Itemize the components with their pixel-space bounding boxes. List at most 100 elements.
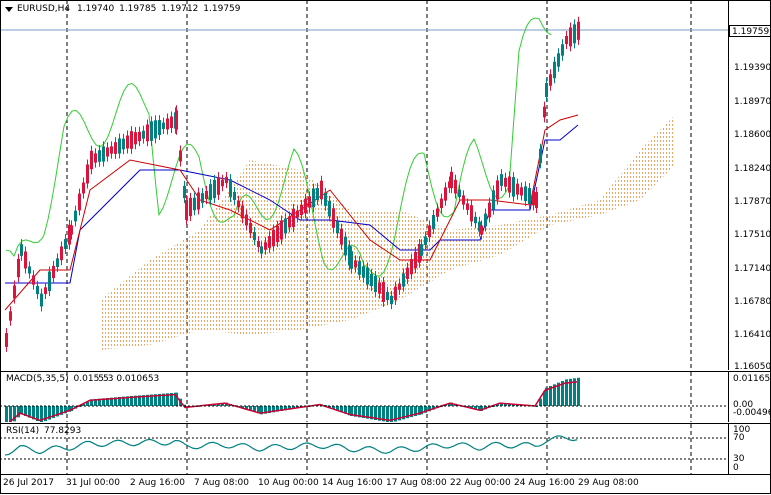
macd-chart[interactable]	[0, 372, 728, 422]
candle-body	[557, 53, 560, 67]
macd-bar	[32, 406, 35, 420]
candle-body	[577, 21, 580, 40]
macd-bar	[420, 406, 423, 415]
macd-bar	[340, 406, 343, 413]
candle-body	[24, 251, 27, 269]
candle-body	[189, 197, 192, 217]
candle-body	[5, 333, 8, 347]
candle-body	[462, 195, 465, 205]
candle-body	[539, 148, 542, 164]
ichimoku-cloud	[100, 115, 675, 350]
candle-body	[535, 192, 538, 208]
candle-body	[209, 184, 212, 200]
open-price: 1.19740	[77, 4, 115, 14]
time-axis[interactable]: 26 Jul 2017 31 Jul 00:00 2 Aug 16:00 7 A…	[0, 474, 771, 495]
macd-bar	[545, 387, 548, 406]
candle-body	[350, 251, 353, 269]
candle-body	[402, 273, 405, 287]
price-axis-label: 1.19390	[734, 63, 771, 73]
macd-bar	[565, 379, 568, 406]
macd-bar	[390, 406, 393, 422]
macd-bar	[158, 393, 161, 406]
macd-bar	[175, 392, 178, 406]
price-chart[interactable]	[0, 0, 728, 370]
candle-body	[40, 293, 43, 307]
candle-body	[237, 200, 240, 208]
macd-bar	[20, 406, 23, 415]
macd-bar	[13, 406, 16, 422]
macd-bar	[110, 397, 113, 406]
macd-bar	[280, 406, 283, 411]
candle-body	[179, 150, 182, 162]
candle-body	[28, 266, 31, 274]
rsi-pane[interactable]: RSI(14) 77.8293	[0, 423, 728, 475]
candle-body	[78, 193, 81, 211]
rsi-line	[4, 435, 578, 456]
macd-bar	[450, 402, 453, 406]
candle-body	[362, 266, 365, 278]
rsi-axis[interactable]: 100 70 30 0	[728, 423, 771, 475]
candle-body	[320, 180, 323, 200]
macd-bar	[292, 406, 295, 409]
macd-bar	[130, 396, 133, 406]
macd-pane[interactable]: MACD(5,35,5) 0.015553 0.010653	[0, 371, 728, 422]
macd-value: 0.01	[73, 374, 94, 384]
candle-body	[390, 295, 393, 305]
macd-axis[interactable]: 0.011652 0.00 -0.004967	[728, 371, 771, 422]
macd-bar	[138, 395, 141, 406]
price-axis-label: 1.18240	[734, 164, 771, 174]
rsi-chart[interactable]	[0, 424, 728, 475]
candle-body	[444, 187, 447, 201]
macd-bar	[362, 406, 365, 418]
candle-body	[276, 225, 279, 243]
candle-body	[175, 110, 178, 130]
macd-bar	[52, 406, 55, 418]
time-axis-label: 22 Aug 00:00	[450, 478, 511, 488]
candle-body	[158, 120, 161, 136]
price-axis-label: 1.17510	[734, 230, 771, 240]
macd-bar	[9, 406, 12, 422]
candle-body	[340, 228, 343, 245]
macd-name: MACD(5,35,5)	[6, 374, 69, 384]
candle-body	[394, 286, 397, 301]
price-axis-label: 1.17140	[734, 264, 771, 274]
macd-bar	[150, 394, 153, 406]
price-axis-label: 1.17870	[734, 197, 771, 207]
candle-body	[213, 179, 216, 199]
rsi-axis-label: 0	[733, 463, 739, 473]
chart-title: EURUSD,H4 1.19740 1.19785 1.19712 1.1975…	[17, 4, 241, 15]
candle-body	[17, 258, 20, 278]
macd-bar	[332, 406, 335, 409]
macd-bar	[350, 406, 353, 416]
main-chart-pane[interactable]: EURUSD,H4 1.19740 1.19785 1.19712 1.1975…	[0, 0, 728, 370]
macd-title: MACD(5,35,5) 0.015553 0.010653	[6, 374, 159, 385]
low-price: 1.19712	[161, 4, 199, 14]
time-axis-label: 26 Jul 2017	[3, 478, 54, 488]
macd-bar	[221, 403, 224, 406]
macd-bar	[478, 406, 481, 411]
macd-bar	[217, 403, 220, 406]
candle-body	[183, 185, 186, 199]
price-axis[interactable]: 1.19390 1.18970 1.18600 1.18240 1.17870 …	[728, 0, 771, 372]
candle-body	[249, 222, 252, 234]
macd-bar	[40, 406, 43, 422]
macd-bar	[573, 378, 576, 406]
macd-bar	[382, 406, 385, 422]
rsi-axis-label: 70	[733, 433, 745, 443]
price-axis-label: 1.16050	[734, 362, 771, 372]
candle-body	[504, 177, 507, 187]
candle-body	[150, 121, 153, 141]
close-price: 1.19759	[203, 4, 241, 14]
candle-body	[470, 205, 473, 222]
candle-body	[366, 267, 369, 285]
candle-body	[406, 267, 409, 280]
macd-bar	[94, 399, 97, 406]
candle-body	[68, 224, 71, 245]
candle-body	[474, 216, 477, 224]
candle-body	[268, 236, 271, 248]
candle-body	[296, 210, 299, 218]
rsi-value: 77.8293	[43, 426, 82, 436]
candle-body	[185, 200, 188, 220]
chart-menu-triangle-icon[interactable]	[5, 7, 13, 12]
macd-bar	[272, 406, 275, 413]
